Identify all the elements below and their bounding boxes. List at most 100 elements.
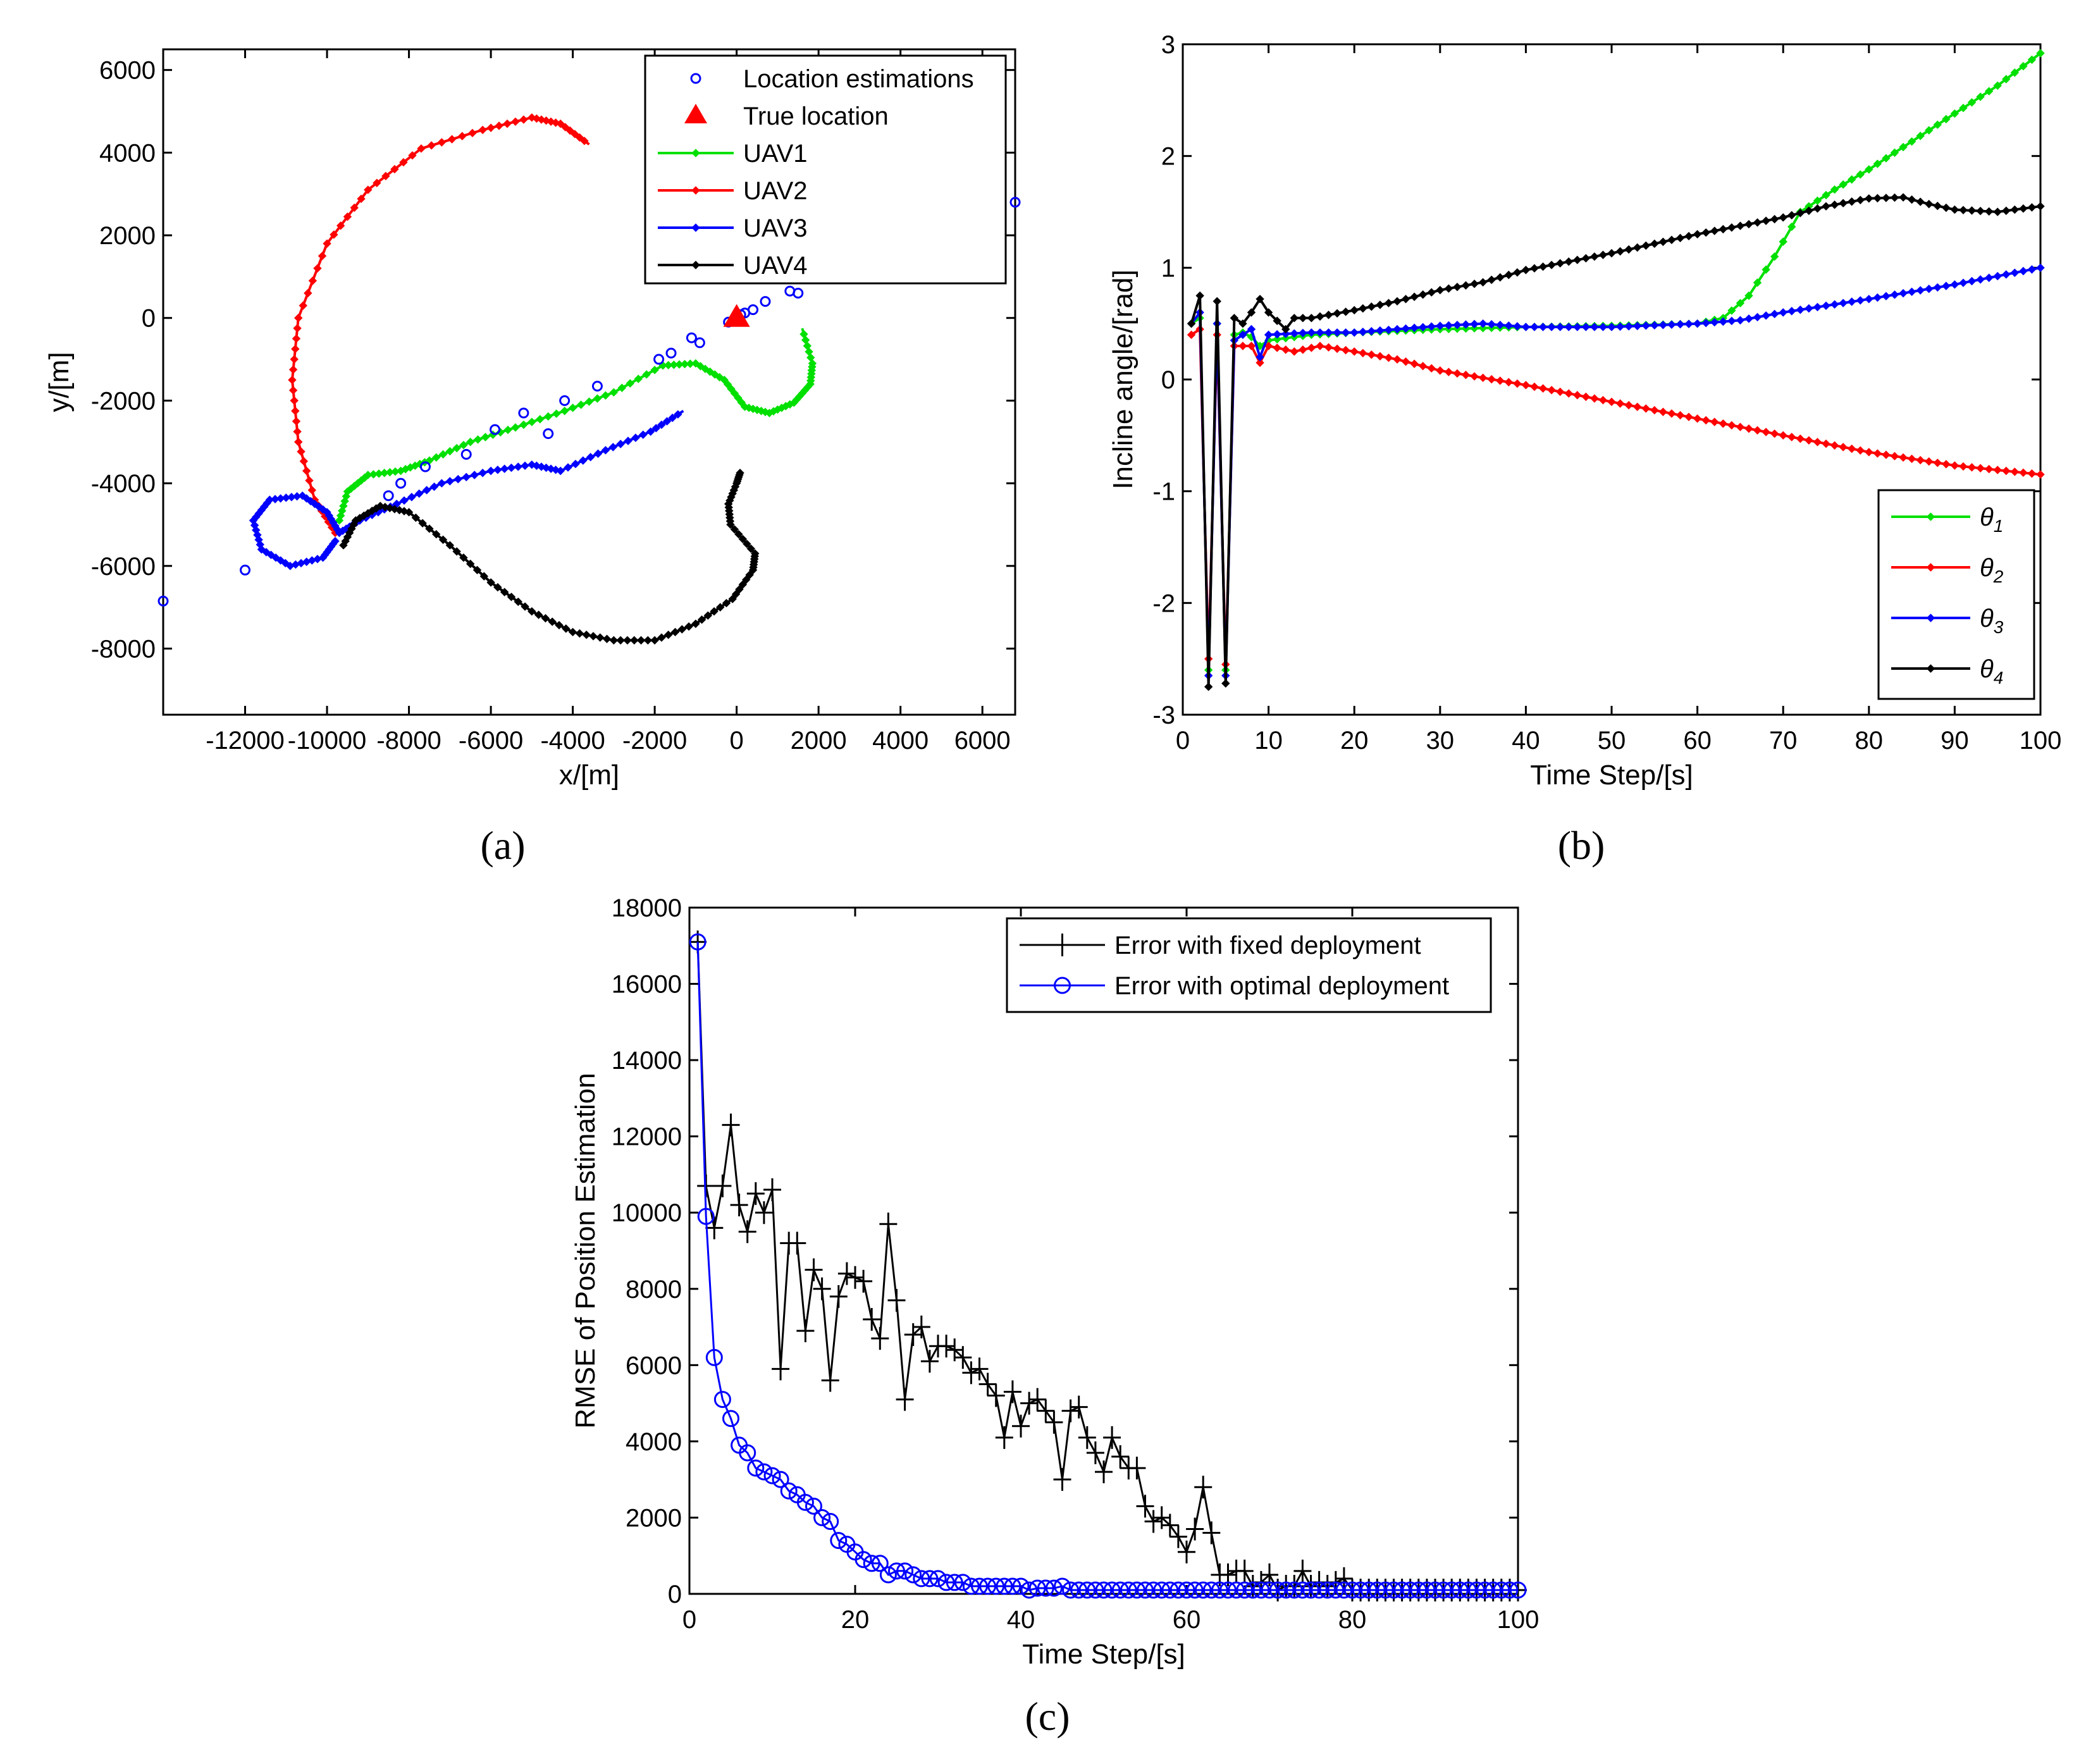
series-marker-theta4: [1573, 256, 1582, 264]
y-tick-label: -2: [1152, 589, 1175, 617]
series-marker-uav2: [305, 476, 314, 485]
data-point-optimal: [987, 1577, 1005, 1595]
series-marker-theta4: [1865, 194, 1873, 203]
series-marker-theta1: [2036, 49, 2045, 58]
series-marker-theta1: [1779, 237, 1787, 246]
y-tick-label: -4000: [91, 470, 156, 498]
data-point-fixed: [1103, 1426, 1121, 1449]
series-marker-theta1: [1478, 324, 1488, 333]
series-marker-theta3: [1376, 326, 1385, 335]
chart-c: (c) 0 20 40 60 80 100 0 2000 4000 6000 8000 10000 12…: [570, 894, 1539, 1739]
data-point-optimal: [1202, 1581, 1220, 1599]
legend-label: Error with optimal deployment: [1114, 972, 1449, 1000]
data-point-fixed: [871, 1327, 889, 1350]
series-marker-uav3: [400, 496, 409, 505]
x-tick-label: 0: [730, 727, 744, 755]
series-marker-theta3: [1762, 311, 1770, 320]
series-marker-theta4: [1632, 243, 1642, 252]
series-marker-theta2: [1384, 354, 1393, 362]
series-marker-theta3: [1719, 317, 1727, 326]
series-marker-theta2: [1573, 391, 1582, 400]
y-tick-label: 2000: [626, 1504, 682, 1532]
series-marker-uav3: [521, 461, 529, 471]
y-tick-label: 6000: [99, 57, 156, 85]
legend-marker: [1926, 512, 1935, 521]
series-marker-theta4: [1719, 225, 1727, 234]
y-tick-label: 10000: [612, 1199, 682, 1227]
legend-label: Error with fixed deployment: [1114, 932, 1421, 959]
series-marker-theta2: [1333, 344, 1342, 354]
data-point-optimal: [1244, 1581, 1262, 1599]
series-marker-theta2: [1487, 374, 1496, 384]
series-marker-uav1: [617, 383, 627, 392]
series-marker-theta3: [1744, 314, 1753, 323]
series-marker-theta4: [1813, 204, 1822, 213]
legend-marker: [691, 149, 700, 157]
data-point-optimal: [1004, 1577, 1021, 1595]
series-marker-uav4: [514, 597, 522, 607]
series-marker-theta2: [1555, 387, 1565, 397]
data-point-fixed: [978, 1372, 997, 1396]
data-point-optimal: [1236, 1581, 1254, 1599]
data-point-fixed: [1003, 1380, 1021, 1403]
estimation-point: [653, 354, 665, 365]
series-marker-theta4: [1581, 254, 1591, 263]
data-point-fixed: [1161, 1514, 1179, 1537]
series-marker-theta3: [1684, 319, 1693, 328]
data-point-fixed: [1053, 1468, 1071, 1491]
series-marker-uav1: [803, 342, 812, 350]
series-marker-theta4: [1598, 250, 1608, 259]
series-marker-uav4: [623, 636, 632, 645]
series-marker-uav3: [486, 466, 495, 476]
series-marker-theta2: [1770, 429, 1779, 438]
series-marker-uav4: [703, 611, 713, 620]
data-point-fixed: [722, 1113, 740, 1137]
series-marker-theta4: [1950, 205, 1959, 214]
series-marker-uav4: [493, 583, 502, 592]
series-marker-uav2: [304, 288, 312, 298]
series-marker-theta2: [1719, 419, 1727, 428]
series-marker-theta3: [1367, 326, 1376, 336]
series-marker-uav2: [571, 130, 579, 139]
series-marker-theta4: [1444, 284, 1453, 293]
series-marker-theta3: [1238, 330, 1247, 340]
legend-label: UAV2: [743, 177, 808, 205]
series-marker-theta2: [1307, 343, 1316, 352]
series-marker-theta3: [1299, 328, 1307, 338]
series-marker-uav2: [290, 396, 299, 405]
series-marker-theta3: [1316, 328, 1324, 337]
series-marker-theta4: [1204, 682, 1213, 691]
plot-frame: [688, 906, 1519, 1595]
data-point-optimal: [713, 1391, 731, 1409]
series-marker-theta4: [1461, 281, 1471, 290]
series-marker-uav1: [459, 440, 468, 450]
series-marker-uav4: [589, 632, 598, 641]
series-line-uav1: [338, 328, 814, 521]
series-marker-uav4: [596, 633, 605, 642]
series-marker-theta3: [1993, 271, 2002, 281]
series-marker-theta4: [1676, 233, 1685, 243]
series-marker-theta2: [1513, 379, 1522, 388]
data-point-optimal: [1459, 1581, 1477, 1599]
series-marker-theta3: [1564, 323, 1573, 331]
series-marker-theta3: [1787, 307, 1796, 316]
series-marker-theta2: [1496, 376, 1505, 385]
y-tick-label: 16000: [612, 971, 682, 999]
series-marker-theta3: [1341, 328, 1350, 337]
data-point-optimal: [1352, 1581, 1369, 1599]
data-point-optimal: [1277, 1581, 1295, 1599]
series-marker-theta3: [1573, 323, 1582, 331]
series-marker-uav1: [805, 347, 813, 356]
series-marker-theta1: [1727, 306, 1736, 315]
series-marker-theta3: [1865, 295, 1873, 304]
series-marker-theta2: [1916, 455, 1925, 465]
series-marker-theta2: [1504, 378, 1513, 386]
series-marker-uav3: [445, 477, 455, 486]
data-point-fixed: [1235, 1559, 1254, 1582]
estimation-point: [240, 564, 251, 576]
series-marker-theta1: [1984, 87, 1994, 96]
series-marker-theta4: [1984, 207, 1994, 216]
series-marker-uav2: [288, 365, 298, 374]
data-point-optimal: [896, 1562, 914, 1580]
data-point-optimal: [1120, 1581, 1137, 1599]
